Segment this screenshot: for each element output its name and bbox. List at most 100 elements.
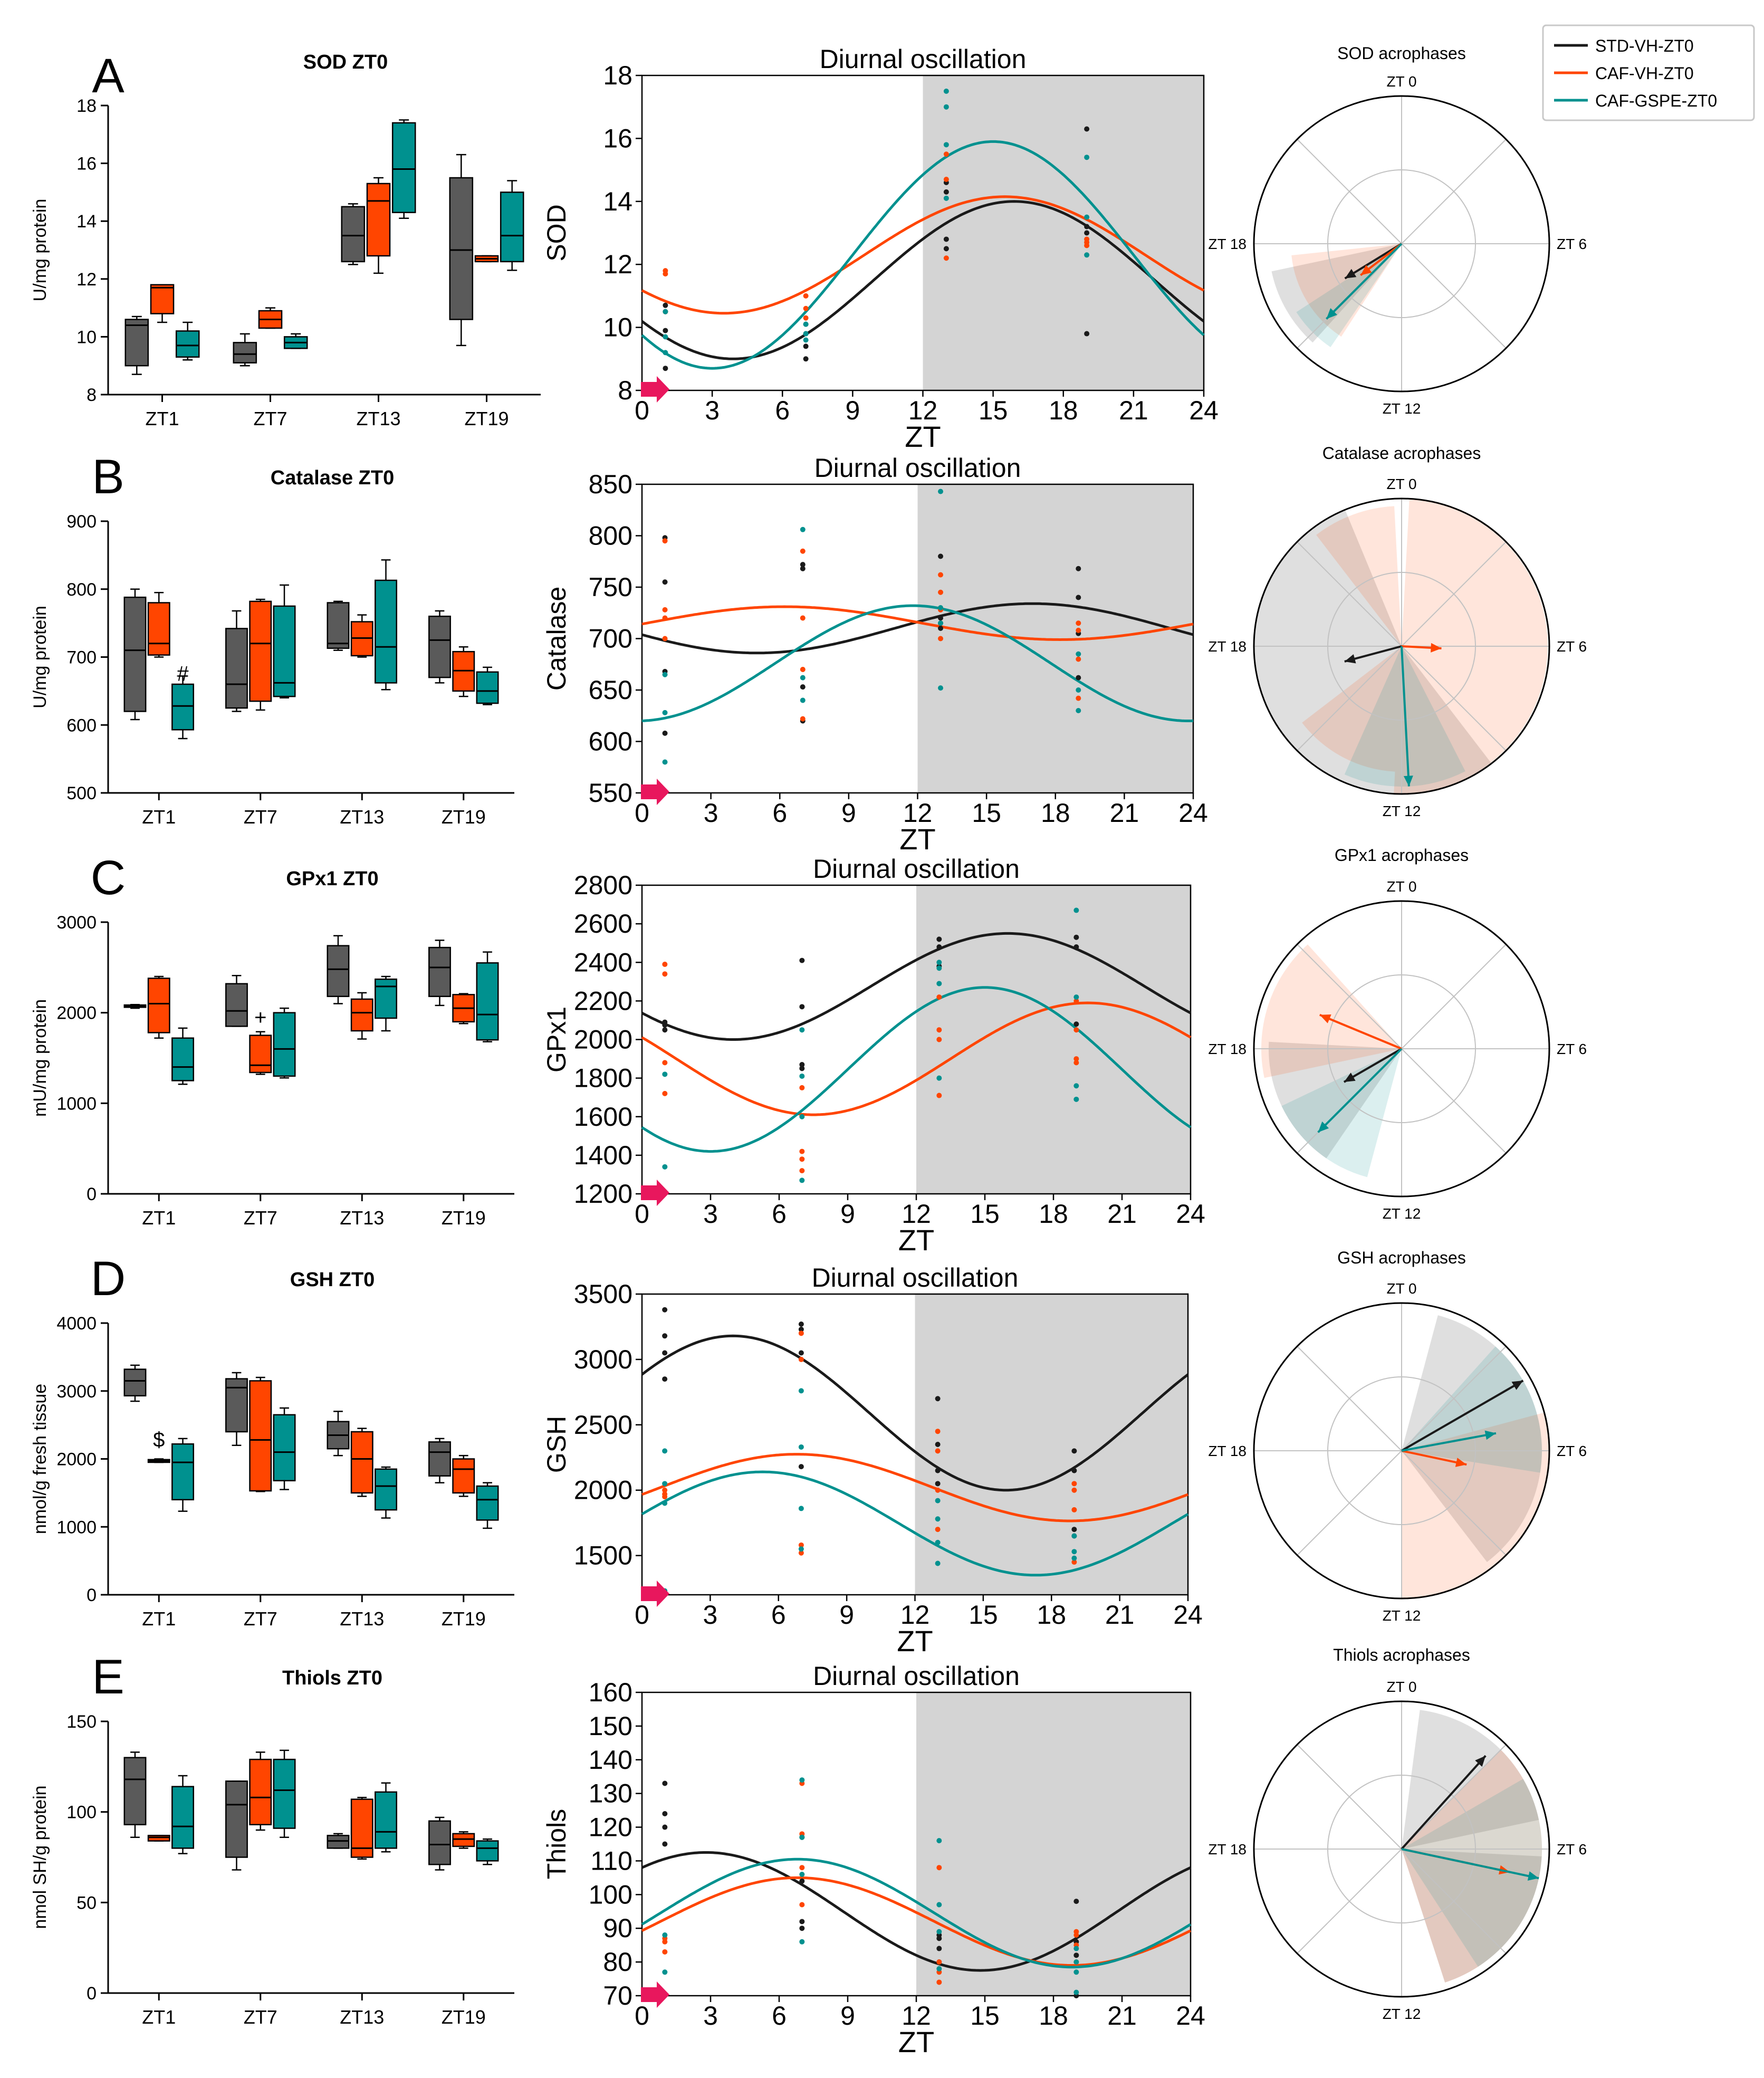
y-tick-label: 16 xyxy=(603,123,632,153)
fit-curve-gspe xyxy=(641,140,1205,370)
acrophase-sector-std xyxy=(1402,1849,1542,1983)
data-point-gspe xyxy=(938,620,944,626)
acrophase-sector-gspe xyxy=(1281,1049,1402,1177)
data-point-std xyxy=(1084,224,1090,229)
box-chart-title: SOD ZT0 xyxy=(303,51,388,73)
box-std-zt1 xyxy=(124,315,149,375)
data-point-caf xyxy=(662,615,668,621)
data-point-gspe xyxy=(663,334,668,340)
box-body xyxy=(123,596,147,712)
x-tick-label: 6 xyxy=(775,396,790,425)
fit-curve-caf xyxy=(641,1453,1188,1522)
box-body xyxy=(123,1757,147,1825)
box-gspe-zt13 xyxy=(375,559,397,691)
box-caf-zt13 xyxy=(366,177,391,274)
direction-label: ZT 0 xyxy=(1386,73,1416,90)
y-tick-label: 3000 xyxy=(56,913,97,933)
data-point-std xyxy=(798,1350,804,1356)
y-tick-label: 1000 xyxy=(56,1094,97,1114)
box-body xyxy=(375,978,397,1019)
x-axis-label: ZT xyxy=(899,822,935,856)
data-point-gspe xyxy=(943,142,949,148)
x-tick-label: 18 xyxy=(1039,1199,1068,1229)
y-tick-label: 1800 xyxy=(574,1064,632,1093)
cosinor-chart-sod: Diurnal oscillation 8 10 12 14 16 18 0 3 6 9 12 15 18… xyxy=(542,44,1219,453)
data-point-std xyxy=(799,1919,805,1924)
data-point-gspe xyxy=(662,1481,668,1487)
y-tick-label: 800 xyxy=(589,521,632,551)
y-tick-label: 70 xyxy=(603,1981,632,2010)
direction-label: ZT 6 xyxy=(1557,1443,1587,1459)
box-body xyxy=(123,1368,147,1397)
box-body xyxy=(375,579,397,684)
acrophase-sector-caf xyxy=(1402,1749,1542,1983)
data-point-caf xyxy=(1076,656,1081,662)
y-tick-label: 0 xyxy=(87,1184,97,1204)
box-std-zt1 xyxy=(123,1364,147,1402)
data-point-caf xyxy=(935,1448,941,1454)
acrophase-arrowhead-caf xyxy=(1360,265,1372,275)
acrophase-arrowhead-caf xyxy=(1455,1458,1467,1467)
box-chart-c: C GPx1 ZT0 0 1000 2000 3000 mU/mg protein ZT1 ZT… xyxy=(30,851,514,1229)
polar-title: GSH acrophases xyxy=(1337,1248,1466,1267)
x-tick-label: 0 xyxy=(635,1600,649,1630)
data-point-std xyxy=(938,615,944,621)
acrophase-sector-caf xyxy=(1316,506,1402,646)
box-gspe-zt19 xyxy=(476,666,499,705)
x-tick-label: 21 xyxy=(1107,1199,1137,1229)
fit-curve-gspe xyxy=(641,1857,1192,1969)
legend-label-caf: CAF-VH-ZT0 xyxy=(1595,64,1694,83)
acrophase-arrow-std xyxy=(1401,1755,1487,1850)
y-tick-label: 150 xyxy=(66,1712,97,1732)
x-tick-label: ZT1 xyxy=(145,408,179,429)
x-tick-label: ZT13 xyxy=(356,408,400,429)
box-caf-zt19 xyxy=(452,1831,475,1849)
box-std-zt1 xyxy=(123,1003,147,1009)
box-body xyxy=(249,1380,272,1492)
y-tick-label: 900 xyxy=(66,512,97,532)
box-body xyxy=(273,1758,296,1829)
data-point-std xyxy=(662,1824,668,1830)
data-point-gspe xyxy=(662,672,668,677)
x-tick-label: ZT13 xyxy=(340,806,384,828)
data-point-gspe xyxy=(935,1539,941,1545)
data-point-caf xyxy=(943,255,949,261)
box-gspe-zt1 xyxy=(171,1027,194,1085)
data-point-gspe xyxy=(935,1560,941,1566)
data-point-caf xyxy=(938,589,944,595)
data-point-gspe xyxy=(662,1164,668,1170)
y-tick-label: 150 xyxy=(589,1711,632,1741)
box-body xyxy=(147,978,170,1033)
x-tick-label: 18 xyxy=(1041,798,1070,828)
y-tick-label: 1500 xyxy=(574,1541,632,1571)
box-std-zt1 xyxy=(123,588,147,721)
dark-phase-shading xyxy=(916,885,1191,1194)
polar-grid-ring xyxy=(1327,1376,1476,1525)
acrophase-sector-caf xyxy=(1291,244,1402,337)
data-point-gspe xyxy=(936,1838,942,1844)
acrophase-arrow-gspe xyxy=(1326,243,1403,320)
box-chart-title: Thiols ZT0 xyxy=(282,1667,382,1689)
y-tick-label: 800 xyxy=(66,580,97,600)
fit-curve-std xyxy=(641,932,1192,1041)
x-axis-label: ZT xyxy=(905,420,941,453)
data-point-gspe xyxy=(799,1834,805,1840)
polar-title: Catalase acrophases xyxy=(1322,444,1481,463)
data-point-gspe xyxy=(935,1516,941,1522)
x-tick-label: 12 xyxy=(902,1199,931,1229)
data-point-caf xyxy=(662,961,668,967)
box-body xyxy=(171,683,194,731)
box-body xyxy=(476,1485,499,1521)
direction-label: ZT 18 xyxy=(1208,638,1247,655)
box-body xyxy=(500,191,524,263)
polar-frame xyxy=(1253,497,1550,795)
y-tick-label: 2400 xyxy=(574,947,632,977)
zt0-marker-arrow xyxy=(641,1981,669,2008)
data-point-caf xyxy=(662,1060,668,1066)
fit-curve-std xyxy=(641,1851,1192,1972)
box-std-zt13 xyxy=(327,600,350,651)
data-point-caf xyxy=(935,1487,941,1493)
box-std-zt19 xyxy=(449,154,474,347)
y-tick-label: 8 xyxy=(618,376,632,405)
